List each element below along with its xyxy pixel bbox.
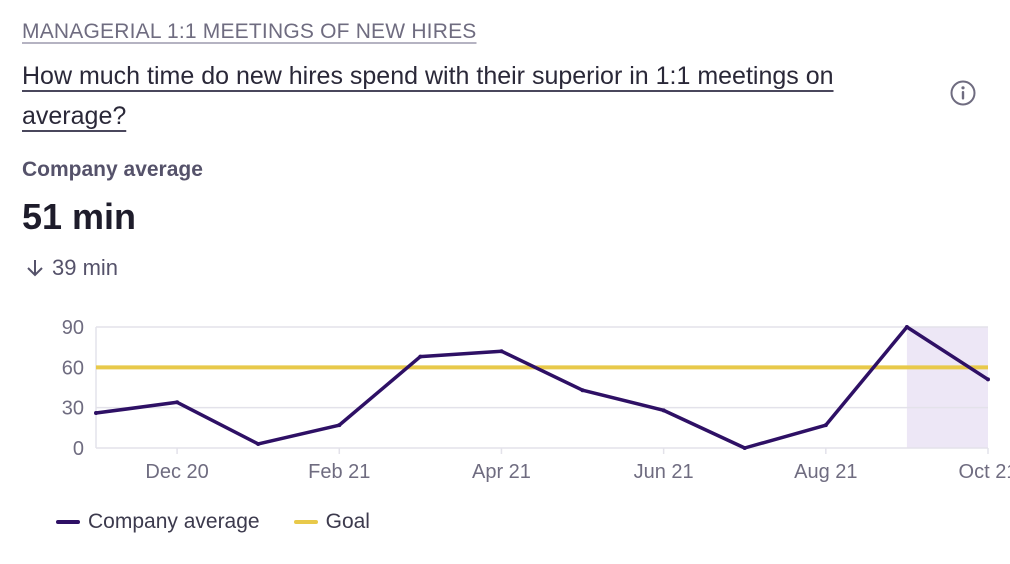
data-point — [94, 411, 98, 416]
y-tick-label: 30 — [62, 398, 84, 420]
category-link[interactable]: MANAGERIAL 1:1 MEETINGS OF NEW HIRES — [22, 20, 477, 43]
company-average-line — [95, 325, 989, 450]
metric-label: Company average — [22, 158, 203, 181]
legend-item-goal[interactable]: Goal — [293, 510, 370, 534]
legend-item-company-average[interactable]: Company average — [56, 510, 260, 534]
legend-label: Goal — [325, 510, 370, 533]
x-tick-label: Aug 21 — [794, 461, 857, 483]
y-tick-label: 60 — [62, 357, 84, 379]
delta-value: 39 min — [52, 255, 119, 280]
data-point — [256, 441, 261, 446]
legend-label: Company average — [88, 510, 260, 533]
chart-legend: Company average Goal — [56, 510, 370, 534]
y-tick-label: 90 — [62, 317, 84, 339]
arrow-down-icon — [26, 258, 44, 278]
data-point — [904, 325, 909, 329]
legend-swatch — [56, 520, 80, 524]
x-tick-label: Dec 20 — [145, 461, 208, 483]
highlight-band — [906, 327, 988, 448]
data-point — [742, 446, 747, 450]
metric-value: 51 min — [22, 196, 137, 237]
data-point — [175, 400, 180, 405]
data-point — [823, 423, 828, 428]
data-point — [580, 388, 585, 393]
x-tick-label: Oct 21 — [959, 461, 1010, 483]
data-point — [661, 408, 666, 413]
metric-delta: 39 min — [26, 255, 118, 281]
info-icon[interactable] — [950, 80, 976, 106]
data-point — [337, 423, 342, 428]
legend-swatch — [293, 520, 318, 524]
y-tick-label: 0 — [73, 438, 84, 460]
x-tick-label: Apr 21 — [472, 461, 531, 483]
data-point — [418, 354, 423, 359]
data-point — [986, 377, 990, 382]
x-tick-label: Feb 21 — [308, 461, 370, 483]
question-title-link[interactable]: How much time do new hires spend with th… — [22, 62, 834, 130]
data-point — [499, 349, 504, 354]
x-tick-label: Jun 21 — [634, 461, 694, 483]
line-chart: 0 30 60 90 Dec 20 Feb 21 Apr 21 Jun 21 Aug 21 Oct… — [62, 317, 1010, 483]
